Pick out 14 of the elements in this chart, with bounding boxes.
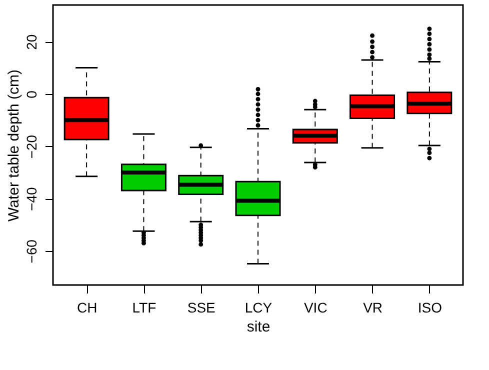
y-tick-label: −20 — [24, 134, 40, 159]
x-tick-label: VIC — [304, 300, 328, 316]
y-tick-label: 0 — [24, 90, 40, 98]
x-tick-label: ISO — [418, 300, 442, 316]
x-tick-label: SSE — [187, 300, 216, 316]
x-tick-label: CH — [76, 300, 98, 316]
x-tick-label: LCY — [244, 300, 273, 316]
x-axis-title: site — [246, 318, 270, 336]
y-axis-title: Water table depth (cm) — [6, 69, 22, 222]
y-tick-label: 20 — [24, 34, 40, 50]
x-tick-label: VR — [363, 300, 383, 316]
x-tick-label: LTF — [132, 300, 156, 316]
y-tick-label: −40 — [24, 187, 40, 212]
y-tick-label: −60 — [24, 239, 40, 264]
